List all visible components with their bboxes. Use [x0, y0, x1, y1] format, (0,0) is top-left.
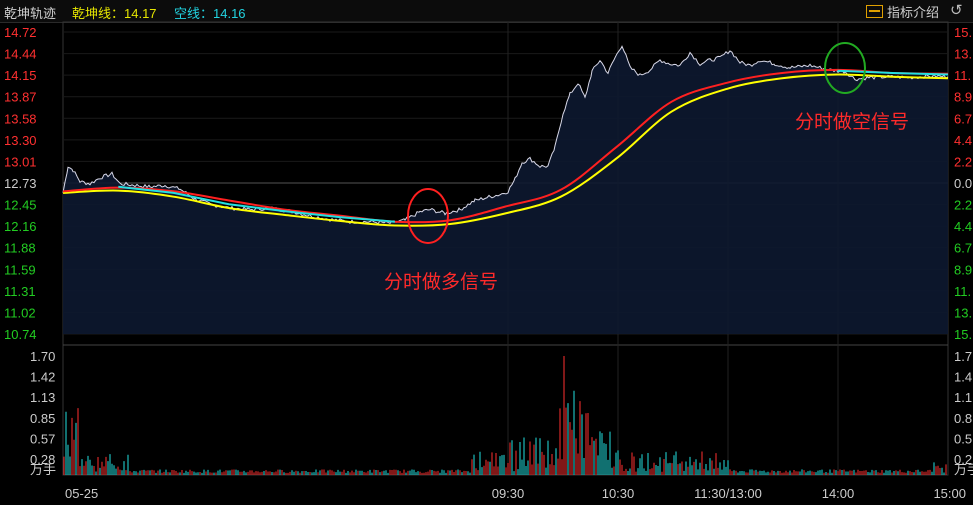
volume-tick-label: 0.28 [30, 452, 55, 467]
volume-tick-label-right: 1.7 [954, 349, 972, 364]
price-tick-label: 13.01 [4, 154, 37, 169]
buy-signal-circle [407, 188, 449, 244]
empty-line-segment [837, 69, 949, 76]
price-tick-label: 13.87 [4, 90, 37, 105]
price-tick-label: 11.31 [4, 284, 36, 299]
time-tick-label: 11:30/13:00 [694, 486, 762, 501]
empty-line-value: 空线：14.16 [174, 6, 246, 21]
percent-tick-label: 11. [954, 284, 971, 299]
price-line [62, 45, 949, 225]
refresh-icon[interactable]: ↺ [950, 2, 963, 19]
percent-tick-label: 0.0 [954, 176, 972, 191]
volume-tick-label-right: 0.2 [954, 452, 972, 467]
volume-tick-label: 0.85 [30, 411, 55, 426]
volume-tick-label: 0.57 [30, 431, 55, 446]
price-tick-label: 11.02 [4, 305, 36, 320]
indicator-intro-button[interactable]: 指标介绍 [866, 2, 939, 21]
price-tick-label: 11.88 [4, 241, 36, 256]
percent-tick-label: 4.4 [954, 219, 972, 234]
volume-tick-label-right: 0.8 [954, 411, 972, 426]
volume-tick-label: 1.42 [30, 370, 55, 385]
price-tick-label: 10.74 [4, 327, 37, 342]
percent-tick-label: 2.2 [954, 154, 972, 169]
volume-tick-label-right: 0.5 [954, 431, 972, 446]
time-tick-label: 15:00 [933, 486, 966, 501]
price-tick-label: 12.45 [4, 198, 37, 213]
time-tick-label: 10:30 [602, 486, 635, 501]
price-tick-label: 14.44 [4, 47, 37, 62]
percent-tick-label: 4.4 [954, 133, 972, 148]
price-tick-label: 12.16 [4, 219, 37, 234]
price-tick-label: 14.72 [4, 25, 37, 40]
sell-signal-label: 分时做空信号 [795, 111, 909, 133]
volume-tick-label-right: 1.1 [954, 390, 972, 405]
qiankun-line [62, 68, 949, 224]
percent-tick-label: 11. [954, 68, 971, 83]
volume-unit-label-right: 万手 [954, 462, 973, 477]
info-box-icon [866, 5, 883, 18]
time-tick-label: 09:30 [492, 486, 525, 501]
percent-tick-label: 13. [954, 47, 972, 62]
percent-tick-label: 2.2 [954, 198, 972, 213]
price-tick-label: 13.58 [4, 111, 37, 126]
empty-line-segment [118, 185, 395, 223]
sell-signal-circle [824, 42, 866, 94]
price-tick-label: 12.73 [4, 176, 37, 191]
volume-tick-label: 1.70 [30, 349, 55, 364]
time-tick-label: 14:00 [822, 486, 855, 501]
percent-tick-label: 6.7 [954, 241, 972, 256]
percent-tick-label: 6.7 [954, 111, 972, 126]
buy-signal-label: 分时做多信号 [384, 271, 498, 293]
volume-tick-label-right: 1.4 [954, 370, 972, 385]
volume-unit-label: 万手 [30, 462, 56, 477]
time-tick-label: 05-25 [65, 486, 98, 501]
qiankun-line-value: 乾坤线：14.17 [72, 6, 157, 21]
percent-tick-label: 8.9 [954, 262, 972, 277]
percent-tick-label: 15. [954, 327, 972, 342]
percent-tick-label: 15. [954, 25, 972, 40]
percent-tick-label: 13. [954, 305, 972, 320]
price-area-fill [63, 46, 948, 335]
percent-tick-label: 8.9 [954, 90, 972, 105]
yellow-line [62, 73, 949, 227]
price-tick-label: 13.30 [4, 133, 37, 148]
indicator-header: 乾坤轨迹 乾坤线：14.17 空线：14.16 指标介绍 ↺ [0, 0, 973, 23]
volume-tick-label: 1.13 [30, 390, 55, 405]
price-tick-label: 11.59 [4, 262, 36, 277]
panel-title: 乾坤轨迹 [4, 6, 57, 21]
indicator-intro-label: 指标介绍 [887, 5, 940, 20]
price-tick-label: 14.15 [4, 68, 37, 83]
